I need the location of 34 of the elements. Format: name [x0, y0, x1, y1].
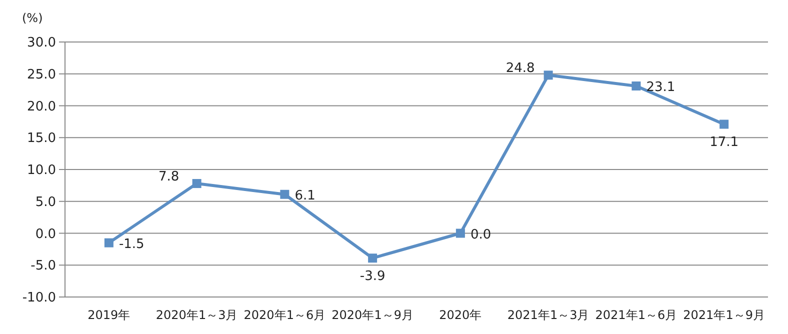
x-tick-label: 2019年 — [88, 308, 130, 322]
point — [192, 179, 202, 188]
point — [456, 228, 465, 238]
y-axis-title: (%) — [22, 11, 43, 25]
point — [632, 81, 641, 90]
x-tick-label: 2020年 — [439, 308, 482, 322]
data-label: -3.9 — [360, 269, 386, 284]
data-label: -1.5 — [118, 236, 144, 252]
point — [368, 254, 378, 263]
data-label: 17.1 — [710, 135, 739, 150]
y-tick-label: -5.0 — [30, 258, 56, 274]
x-tick-label: 2020年1～9月 — [332, 308, 414, 322]
data-label: 7.8 — [158, 170, 180, 185]
data-label: 23.1 — [646, 80, 676, 95]
x-tick-label: 2020年1～3月 — [156, 308, 238, 322]
data-label: 0.0 — [470, 227, 492, 242]
y-tick-label: 20.0 — [27, 99, 56, 114]
y-tick-label: 30.0 — [27, 36, 56, 50]
y-tick-label: 10.0 — [27, 163, 56, 178]
x-tick-label: 2021年1～3月 — [507, 308, 590, 322]
y-tick-label: 0.0 — [35, 226, 56, 242]
y-tick-label: -10.0 — [22, 290, 56, 306]
point — [104, 238, 114, 248]
data-label: 24.8 — [506, 61, 535, 76]
point — [544, 70, 553, 80]
y-tick-label: 5.0 — [35, 194, 56, 210]
y-tick-label: 25.0 — [27, 67, 56, 82]
x-tick-label: 2021年1～6月 — [595, 308, 678, 322]
x-tick-label: 2020年1～6月 — [244, 308, 326, 322]
point — [280, 190, 290, 199]
point — [720, 120, 729, 129]
data-label: 6.1 — [294, 188, 316, 204]
x-tick-label: 2021年1～9月 — [683, 308, 765, 322]
y-tick-label: 15.0 — [27, 131, 56, 146]
